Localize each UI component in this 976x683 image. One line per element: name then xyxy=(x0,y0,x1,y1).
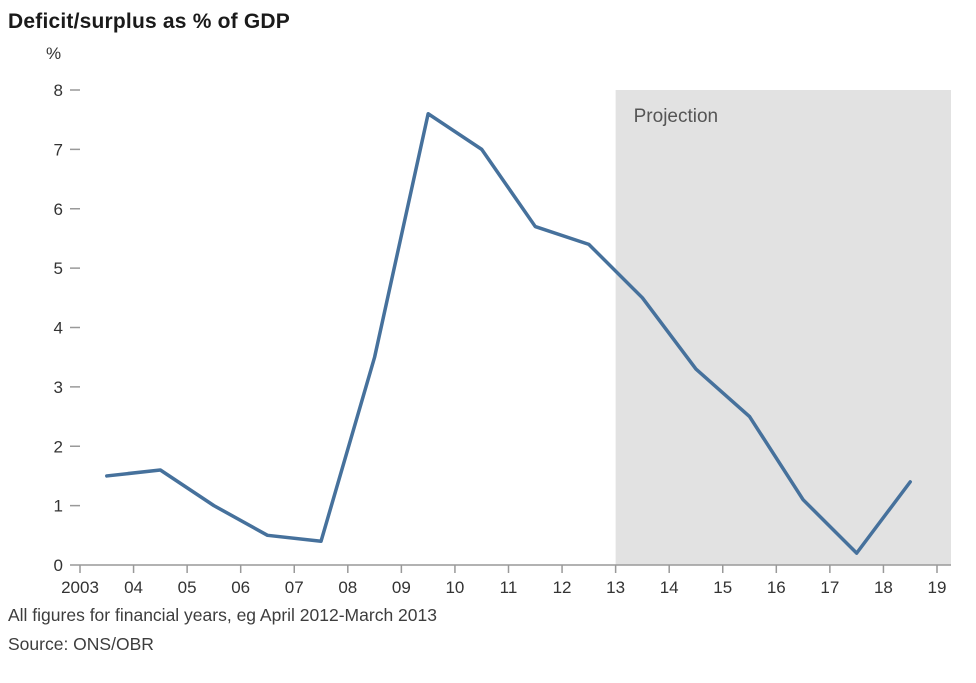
x-tick-label: 14 xyxy=(660,578,679,597)
y-tick-label: 2 xyxy=(54,437,63,456)
x-tick-label: 17 xyxy=(820,578,839,597)
deficit-series-line xyxy=(105,112,912,555)
y-tick-label: 6 xyxy=(54,200,63,219)
chart-title: Deficit/surplus as % of GDP xyxy=(8,10,290,33)
y-tick-label: 4 xyxy=(54,319,63,338)
y-tick-label: 1 xyxy=(54,497,63,516)
footnote: All figures for financial years, eg Apri… xyxy=(8,605,437,625)
x-tick-label: 13 xyxy=(606,578,625,597)
x-tick-label: 10 xyxy=(445,578,464,597)
x-tick-label: 2003 xyxy=(61,578,99,597)
projection-label: Projection xyxy=(634,106,719,127)
projection-band xyxy=(615,90,951,565)
y-tick-label: 3 xyxy=(54,378,63,397)
x-tick-label: 19 xyxy=(928,578,947,597)
x-tick-label: 15 xyxy=(713,578,732,597)
y-tick-label: 8 xyxy=(54,81,63,100)
source-note: Source: ONS/OBR xyxy=(8,634,154,654)
x-tick-label: 12 xyxy=(553,578,572,597)
x-tick-label: 06 xyxy=(231,578,250,597)
x-tick-label: 09 xyxy=(392,578,411,597)
x-tick-label: 07 xyxy=(285,578,304,597)
x-tick-label: 16 xyxy=(767,578,786,597)
y-axis-unit-label: % xyxy=(46,44,62,63)
y-tick-label: 0 xyxy=(54,556,63,575)
x-tick-label: 05 xyxy=(178,578,197,597)
y-tick-label: 7 xyxy=(54,140,63,159)
y-tick-label: 5 xyxy=(54,259,63,278)
x-tick-label: 11 xyxy=(500,578,518,597)
x-tick-label: 08 xyxy=(338,578,357,597)
x-tick-label: 04 xyxy=(124,578,143,597)
chart-footer: All figures for financial years, eg Apri… xyxy=(8,601,976,659)
x-tick-label: 18 xyxy=(874,578,893,597)
